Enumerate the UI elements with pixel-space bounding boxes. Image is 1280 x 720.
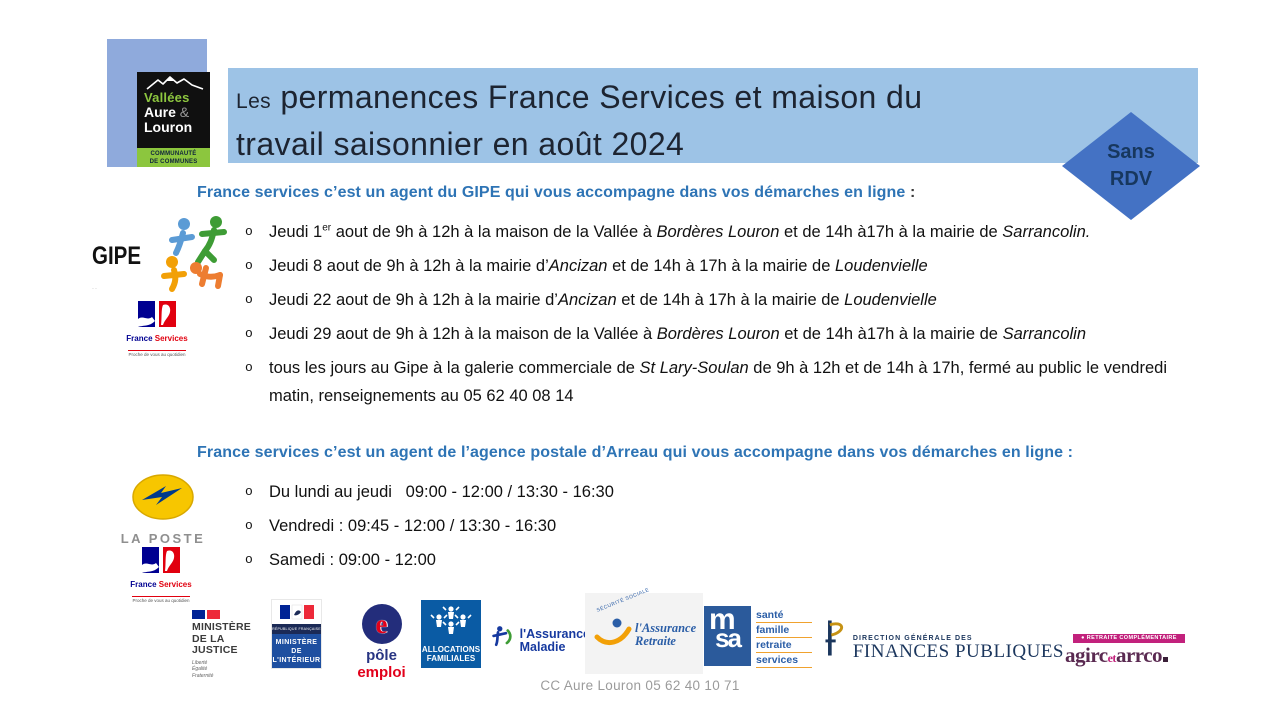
bullet-marker: o	[245, 326, 253, 341]
logo-finances-publiques: DIRECTION GÉNÉRALE DES FINANCES PUBLIQUE…	[824, 612, 1064, 664]
section-gipe-heading: France services c’est un agent du GIPE q…	[197, 184, 916, 201]
list-item: o Jeudi 29 aout de 9h à 12h à la maison d…	[245, 320, 1197, 348]
justice-line2: DE LA JUSTICE	[192, 632, 238, 656]
bullet-marker: o	[245, 360, 253, 375]
msa-letters: m sa	[704, 605, 751, 666]
pole-emploi-e: e	[375, 608, 388, 639]
logo-msa: m sa santé famille retraite services	[704, 605, 816, 668]
org-name-line3: Louron	[144, 119, 193, 135]
gipe-schedule-list: o Jeudi 1er aout de 9h à 12h à la maison …	[245, 218, 1197, 416]
securite-sociale-label: SÉCURITÉ SOCIALE	[595, 587, 651, 614]
title-line1: Les permanences France Services et maiso…	[236, 79, 923, 115]
agirc-bar-label: ● RETRAITE COMPLÉMENTAIRE	[1073, 634, 1185, 643]
org-ampersand: &	[179, 104, 190, 120]
dgfip-monogram-icon	[825, 620, 843, 656]
laposte-bird-icon	[132, 474, 194, 520]
agirc-label: agircetarrco	[1065, 643, 1185, 670]
list-item: o Jeudi 1er aout de 9h à 12h à la maison …	[245, 218, 1197, 246]
assurance-retraite-icon	[594, 618, 632, 646]
gipe-fineprint: ..	[92, 284, 98, 291]
french-flag-icon	[192, 610, 272, 619]
list-item-text: Samedi : 09:00 - 12:00	[269, 551, 436, 569]
logo-assurance-maladie: l'Assurance Maladie	[490, 620, 590, 654]
assurance-maladie-label: l'Assurance Maladie	[519, 627, 590, 654]
france-services-label: France Services	[126, 334, 188, 343]
caf-label: ALLOCATIONS FAMILIALES	[421, 645, 481, 663]
dgfip-text: DIRECTION GÉNÉRALE DES FINANCES PUBLIQUE…	[852, 635, 1064, 662]
france-services-logo-poste: France Services Proche de vous au quotid…	[128, 547, 194, 607]
list-item-text: Du lundi au jeudi 09:00 - 12:00 / 13:30 …	[269, 483, 614, 501]
france-services-label: France Services	[130, 580, 192, 589]
org-logo-band: COMMUNAUTÉ DE COMMUNES	[137, 148, 210, 167]
org-band-line1: COMMUNAUTÉ	[150, 151, 197, 157]
list-item: o Du lundi au jeudi 09:00 - 12:00 / 13:30…	[245, 478, 1197, 506]
bullet-marker: o	[245, 518, 253, 533]
gipe-figures-icon	[161, 216, 227, 292]
france-services-tagline: Proche de vous au quotidien	[132, 596, 190, 603]
interieur-text: MINISTÈRE DE L'INTÉRIEUR	[272, 634, 321, 668]
bullet-marker: o	[245, 224, 253, 239]
justice-motto: Liberté Égalité Fraternité	[192, 659, 214, 679]
caf-figures-icon	[430, 606, 472, 634]
assurance-retraite-label: l'Assurance Retraite	[635, 621, 697, 648]
heading-colon: :	[905, 184, 916, 201]
list-item: o tous les jours au Gipe à la galerie com…	[245, 354, 1197, 410]
logo-ministere-interieur: RÉPUBLIQUE FRANÇAISE MINISTÈRE DE L'INTÉ…	[272, 600, 321, 668]
list-item: o Vendredi : 09:45 - 12:00 / 13:30 - 16:3…	[245, 512, 1197, 540]
list-item-text: Jeudi 29 aout de 9h à 12h à la maison de…	[269, 325, 1087, 343]
laposte-label: LA POSTE	[120, 531, 206, 546]
logo-pole-emploi: e pôle emploi	[344, 604, 419, 681]
pole-emploi-icon: e	[361, 604, 402, 644]
interieur-flag-icon	[272, 600, 321, 624]
list-item-text: Jeudi 22 aout de 9h à 12h à la mairie d’…	[269, 291, 937, 309]
assurance-maladie-icon	[492, 626, 512, 647]
justice-line1: MINISTÈRE	[192, 621, 251, 633]
bullet-marker: o	[245, 258, 253, 273]
marianne-icon	[138, 301, 176, 327]
footer-contact: CC Aure Louron 05 62 40 10 71	[540, 678, 740, 693]
list-item-text: Jeudi 1er aout de 9h à 12h à la maison d…	[269, 222, 1091, 241]
france-services-tagline: Proche de vous au quotidien	[128, 350, 186, 357]
org-logo-black-box: Vallées Aure & Louron	[137, 72, 210, 148]
bullet-marker: o	[245, 292, 253, 307]
list-item-text: Jeudi 8 aout de 9h à 12h à la mairie d’A…	[269, 257, 928, 275]
bullet-marker: o	[245, 552, 253, 567]
org-band-line2: DE COMMUNES	[149, 159, 198, 165]
list-item-text: Vendredi : 09:45 - 12:00 / 13:30 - 16:30	[269, 517, 557, 535]
poste-schedule-list: o Du lundi au jeudi 09:00 - 12:00 / 13:30…	[245, 478, 1197, 580]
gipe-logo: GIPE ..	[92, 214, 232, 294]
pole-emploi-label: pôle emploi	[357, 647, 406, 681]
section-poste-heading: France services c’est un agent de l’agen…	[197, 444, 1074, 461]
logo-agirc-arrco: ● RETRAITE COMPLÉMENTAIRE agircetarrco	[1065, 634, 1185, 670]
title-prefix: Les	[236, 90, 272, 113]
list-item: o Jeudi 22 aout de 9h à 12h à la mairie d…	[245, 286, 1197, 314]
bullet-marker: o	[245, 484, 253, 499]
logo-assurance-retraite: SÉCURITÉ SOCIALE l'Assurance Retraite	[585, 587, 703, 674]
france-services-logo-gipe: France Services Proche de vous au quotid…	[124, 301, 190, 361]
msa-words: santé famille retraite services	[756, 606, 813, 668]
logo-ministere-justice: MINISTÈRE DE LA JUSTICE Liberté Égalité …	[192, 610, 272, 679]
mountains-icon	[145, 76, 203, 90]
org-logo: Vallées Aure & Louron COMMUNAUTÉ DE COMM…	[137, 72, 210, 167]
logo-allocations-familiales: ALLOCATIONS FAMILIALES	[421, 600, 481, 668]
org-name-line2: Aure &	[144, 104, 190, 120]
sans-rdv-label: Sans RDV	[1107, 141, 1155, 190]
gipe-logo-text: GIPE	[92, 242, 141, 270]
marianne-icon	[142, 547, 180, 573]
title-line2: travail saisonnier en août 2024	[236, 126, 685, 162]
interieur-republique-label: RÉPUBLIQUE FRANÇAISE	[272, 624, 321, 634]
list-item-text: tous les jours au Gipe à la galerie comm…	[269, 359, 1167, 405]
agirc-mark-square	[1163, 657, 1169, 662]
list-item: o Jeudi 8 aout de 9h à 12h à la mairie d’…	[245, 252, 1197, 280]
sans-rdv-badge: Sans RDV	[1062, 112, 1200, 220]
title-banner: Les permanences France Services et maiso…	[228, 68, 1198, 163]
laposte-logo: LA POSTE	[108, 472, 218, 546]
list-item: o Samedi : 09:00 - 12:00	[245, 546, 1197, 574]
org-name-line1: Vallées	[144, 90, 190, 105]
